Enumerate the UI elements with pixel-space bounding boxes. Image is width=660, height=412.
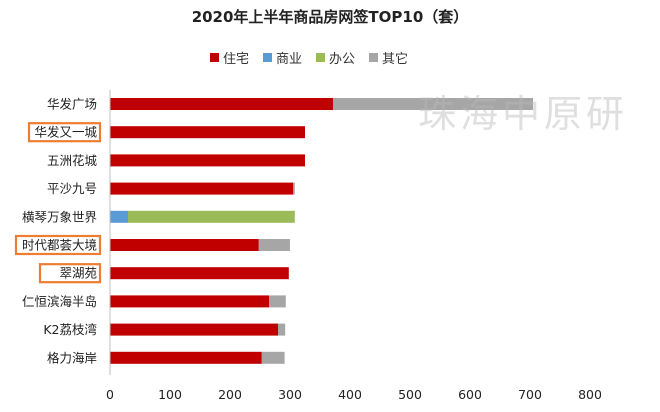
legend-label: 商业 (276, 52, 303, 67)
watermark-text: 珠海中原研 (418, 92, 628, 136)
x-tick-label: 100 (158, 387, 182, 402)
bar-segment (258, 239, 290, 251)
category-label: 平沙九号 (47, 181, 97, 196)
legend-label: 办公 (329, 52, 356, 67)
bar-segment (293, 182, 295, 195)
bar-segment (269, 295, 286, 308)
x-tick-label: 500 (398, 387, 422, 402)
legend-label: 住宅 (223, 52, 250, 67)
chart-title: 2020年上半年商品房网签TOP10（套） (191, 8, 469, 26)
x-tick-label: 600 (458, 387, 482, 402)
legend-label: 其它 (382, 52, 409, 67)
legend-item: 商业 (263, 48, 302, 67)
bar-segment (110, 323, 278, 336)
category-label: 翠湖苑 (59, 266, 97, 281)
category-label: K2荔枝湾 (43, 322, 97, 337)
x-tick-label: 700 (518, 387, 542, 402)
bar-segment (110, 267, 289, 280)
x-tick-label: 0 (106, 387, 114, 402)
bar-segment (110, 154, 305, 167)
category-label: 格力海岸 (47, 350, 97, 365)
bar-segment (278, 323, 286, 336)
category-label: 仁恒滨海半岛 (22, 294, 97, 309)
x-tick-label: 400 (338, 387, 362, 402)
legend-swatch (210, 53, 219, 62)
category-label: 时代都荟大境 (22, 238, 97, 253)
bar-segment (333, 98, 533, 110)
x-tick-label: 300 (278, 387, 302, 402)
category-label: 横琴万象世界 (22, 209, 98, 224)
bar-segment (110, 98, 334, 110)
legend-item: 办公 (316, 48, 355, 67)
legend-item: 其它 (369, 48, 408, 67)
legend-item: 住宅 (210, 48, 249, 67)
bar-segment (110, 126, 305, 139)
highlight-box (27, 122, 102, 143)
bar-segment (110, 351, 262, 364)
bar-segment (261, 351, 285, 364)
highlight-box (14, 234, 102, 256)
legend-swatch (316, 53, 326, 62)
legend: 住宅 商业 办公 其它 (210, 48, 408, 67)
legend-swatch (369, 53, 379, 62)
category-label: 华发又一城 (34, 125, 97, 140)
category-label: 五洲花城 (47, 153, 98, 168)
bar-segment (110, 295, 269, 308)
category-label: 华发广场 (47, 97, 97, 112)
bar-segment (110, 182, 293, 195)
bar-segment (128, 210, 295, 223)
highlight-box (38, 263, 102, 284)
legend-swatch (263, 53, 273, 62)
x-tick-label: 200 (218, 387, 242, 402)
bar-segment (110, 210, 128, 223)
bar-segment (110, 239, 259, 251)
x-tick-label: 800 (578, 387, 602, 402)
